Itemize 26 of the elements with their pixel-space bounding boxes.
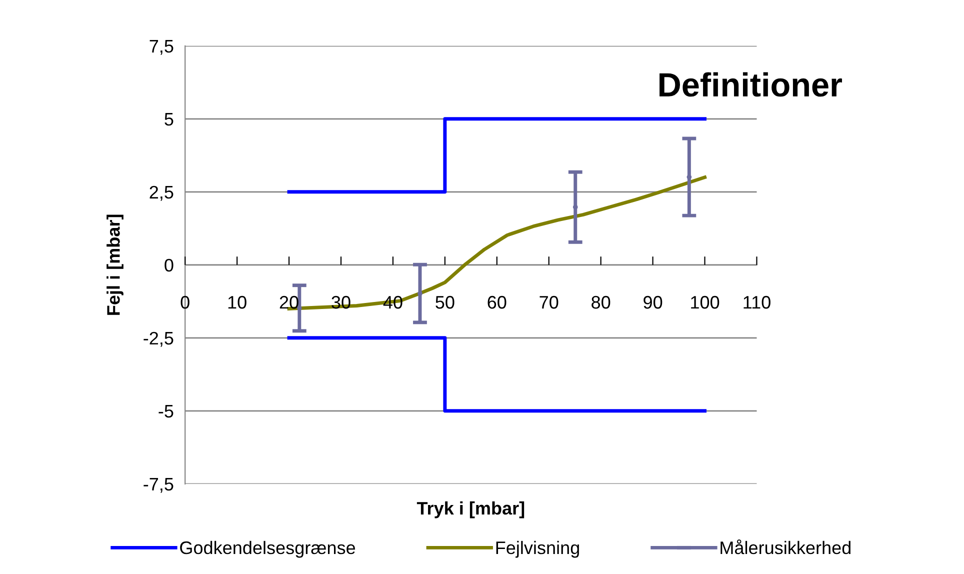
legend-label: Godkendelsesgrænse: [180, 540, 356, 558]
x-tick-label: 10: [228, 296, 246, 309]
y-tick-label: -7,5: [144, 478, 174, 493]
y-tick-label: 0: [164, 258, 174, 272]
legend-label: Fejlvisning: [496, 540, 579, 558]
x-tick-label: 70: [540, 296, 558, 309]
x-tick-label: 60: [488, 296, 506, 309]
x-tick-label: 40: [383, 296, 402, 309]
x-tick-label: 50: [436, 296, 454, 309]
text: Definitioner: [660, 72, 842, 97]
x-tick-label: 0: [180, 296, 190, 309]
point: [572, 204, 578, 210]
x-tick-label: 90: [644, 296, 662, 309]
y-tick-label: 5: [164, 113, 174, 126]
x-axis-title: Tryk i [mbar]: [416, 501, 524, 518]
y-tick-label: 2,5: [150, 186, 174, 201]
x-tick-label: 110: [744, 296, 770, 309]
x-tick-label: 80: [592, 296, 610, 309]
y-tick-label: 7,5: [150, 40, 174, 55]
point: [418, 291, 422, 296]
x-tick-label: 100: [691, 296, 720, 309]
y-axis-title: Fejl i [mbar]: [106, 214, 124, 315]
legend-label: Målerusikkerhed: [720, 539, 850, 554]
point: [686, 174, 692, 180]
y-tick-label: -5: [158, 405, 174, 418]
y-tick-label: -2,5: [144, 332, 174, 347]
